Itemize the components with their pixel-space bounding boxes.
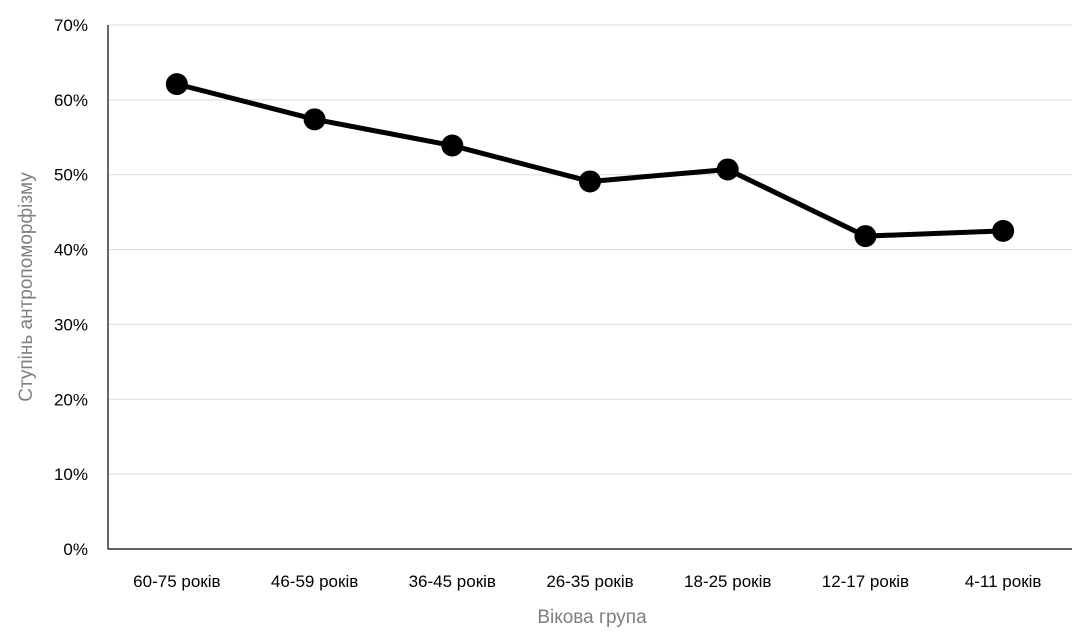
y-tick-label: 20% xyxy=(54,390,88,409)
x-tick-label: 12-17 років xyxy=(822,572,909,591)
y-tick-label: 50% xyxy=(54,166,88,185)
data-point-marker xyxy=(854,225,877,248)
gridlines xyxy=(108,24,1072,475)
y-tick-label: 0% xyxy=(63,540,88,559)
x-tick-label: 4-11 років xyxy=(965,572,1042,591)
data-point-marker xyxy=(303,108,326,131)
data-point-marker xyxy=(441,134,464,157)
x-tick-labels: 60-75 років 46-59 років 36-45 років 26-35 р… xyxy=(133,572,1041,591)
x-tick-label: 46-59 років xyxy=(271,572,358,591)
y-tick-labels: 0% 10% 20% 30% 40% 50% 60% 70% xyxy=(54,16,88,559)
data-point-marker xyxy=(716,158,739,181)
data-point-marker xyxy=(165,73,188,96)
axes xyxy=(107,25,1072,550)
y-tick-label: 40% xyxy=(54,241,88,260)
data-series xyxy=(165,73,1015,248)
y-tick-label: 60% xyxy=(54,91,88,110)
x-tick-label: 36-45 років xyxy=(409,572,496,591)
x-tick-label: 18-25 років xyxy=(684,572,771,591)
x-tick-label: 60-75 років xyxy=(133,572,220,591)
y-axis-title: Ступінь антропоморфізму xyxy=(16,172,37,402)
series-line xyxy=(174,81,1006,239)
x-axis-title: Вікова група xyxy=(537,607,647,628)
y-tick-label: 10% xyxy=(54,465,88,484)
y-tick-label: 70% xyxy=(54,16,88,35)
x-tick-label: 26-35 років xyxy=(546,572,633,591)
data-point-marker xyxy=(579,170,601,193)
data-point-marker xyxy=(992,219,1015,242)
y-tick-label: 30% xyxy=(54,315,88,334)
